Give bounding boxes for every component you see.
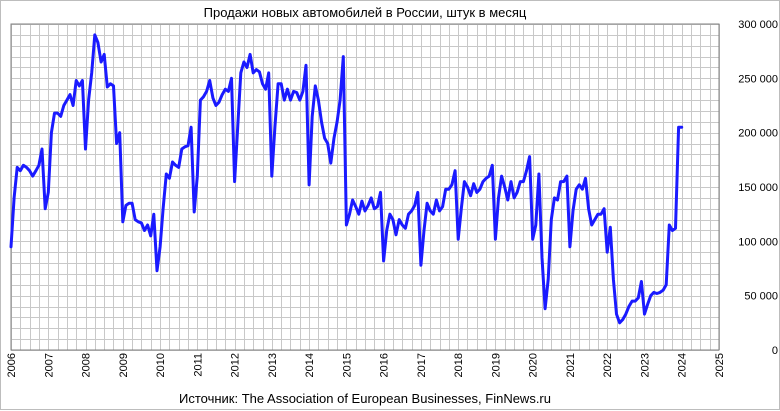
y-tick-label: 250 000: [738, 73, 778, 85]
x-tick-label: 2022: [602, 353, 614, 377]
x-tick-label: 2018: [453, 353, 465, 377]
x-tick-label: 2025: [714, 353, 726, 377]
series-group: [9, 33, 684, 325]
x-tick-label: 2014: [304, 353, 316, 377]
y-axis: 0 50 000 100 000 150 000 200 000 250 000 300 0…: [738, 19, 778, 357]
chart-source: Источник: The Association of European Bu…: [179, 391, 551, 406]
x-tick-label: 2015: [341, 353, 353, 377]
x-tick-label: 2023: [639, 353, 651, 377]
x-tick-label: 2009: [118, 353, 130, 377]
x-tick-label: 2017: [416, 353, 428, 377]
x-tick-label: 2024: [677, 353, 689, 377]
x-tick-label: 2019: [490, 353, 502, 377]
y-tick-label: 0: [772, 345, 778, 357]
plot-border: [10, 23, 720, 351]
x-tick-label: 2016: [379, 353, 391, 377]
y-tick-label: 200 000: [738, 128, 778, 140]
series-line: [9, 33, 684, 325]
x-axis: 2006 2007 2008 2009 2010 2011 2012 2013 2014 2015…: [6, 353, 726, 377]
y-tick-label: 300 000: [738, 19, 778, 31]
x-tick-label: 2010: [155, 353, 167, 377]
x-tick-label: 2008: [81, 353, 93, 377]
x-tick-label: 2021: [565, 353, 577, 377]
x-tick-label: 2020: [528, 353, 540, 377]
x-tick-label: 2012: [230, 353, 242, 377]
x-tick-label: 2011: [192, 353, 204, 377]
x-tick-label: 2013: [267, 353, 279, 377]
y-tick-label: 100 000: [738, 236, 778, 248]
y-tick-label: 50 000: [744, 291, 778, 303]
y-tick-label: 150 000: [738, 182, 778, 194]
chart-title: Продажи новых автомобилей в России, штук…: [203, 5, 527, 20]
x-tick-label: 2007: [43, 353, 55, 377]
x-tick-label: 2006: [6, 353, 18, 377]
